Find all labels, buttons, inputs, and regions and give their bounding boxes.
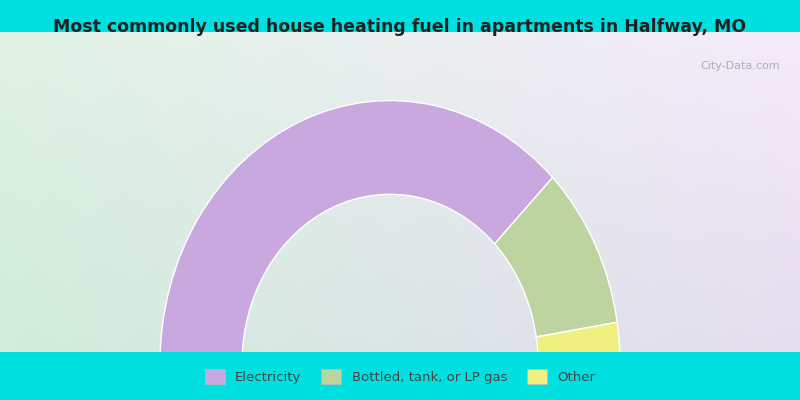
- Text: City-Data.com: City-Data.com: [700, 60, 780, 70]
- Wedge shape: [494, 178, 617, 337]
- Text: Most commonly used house heating fuel in apartments in Halfway, MO: Most commonly used house heating fuel in…: [54, 18, 746, 36]
- Wedge shape: [160, 100, 553, 364]
- Legend: Electricity, Bottled, tank, or LP gas, Other: Electricity, Bottled, tank, or LP gas, O…: [198, 363, 602, 390]
- Wedge shape: [536, 322, 620, 364]
